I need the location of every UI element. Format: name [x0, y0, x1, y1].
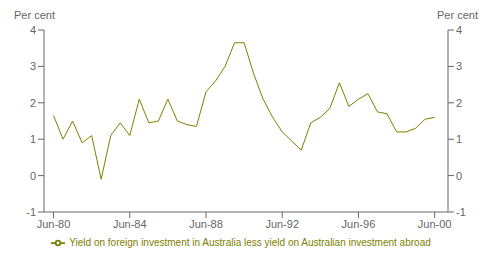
svg-text:0: 0 [30, 170, 36, 182]
svg-text:Jun-80: Jun-80 [37, 218, 71, 230]
svg-text:-1: -1 [456, 206, 466, 218]
svg-text:Jun-00: Jun-00 [418, 218, 452, 230]
svg-text:Jun-84: Jun-84 [113, 218, 147, 230]
svg-text:Jun-92: Jun-92 [265, 218, 299, 230]
svg-text:3: 3 [456, 60, 462, 72]
svg-text:1: 1 [30, 133, 36, 145]
svg-text:1: 1 [456, 133, 462, 145]
svg-text:2: 2 [30, 97, 36, 109]
svg-text:4: 4 [456, 24, 462, 36]
svg-text:0: 0 [456, 170, 462, 182]
html-text:Per cent: Per cent [14, 9, 55, 21]
svg-text:Jun-96: Jun-96 [342, 218, 376, 230]
svg-text:-1: -1 [26, 206, 36, 218]
html-text:Yield on foreign investment in: Yield on foreign investment in Australia… [69, 236, 431, 248]
svg-text:4: 4 [30, 24, 36, 36]
html-text:Per cent: Per cent [437, 9, 478, 21]
svg-text:3: 3 [30, 60, 36, 72]
svg-text:Jun-88: Jun-88 [189, 218, 223, 230]
svg-text:2: 2 [456, 97, 462, 109]
